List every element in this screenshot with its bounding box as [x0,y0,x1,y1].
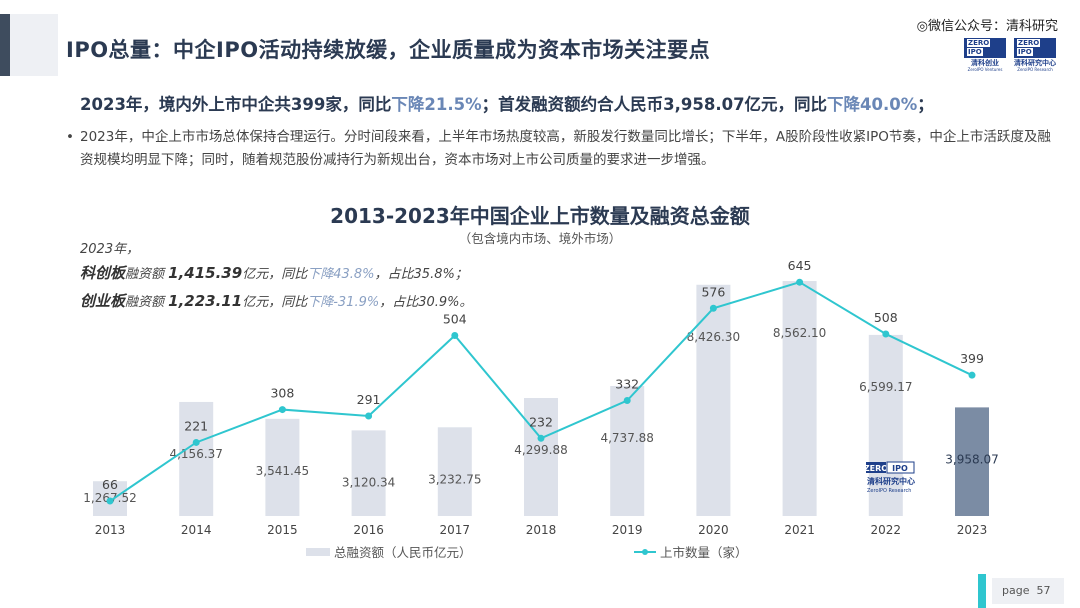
note-year: 2023年， [80,242,140,257]
zeroipo-ventures-logo: ZERO IPO 清科创业 ZeroIPO Ventures [964,38,1006,72]
watermark-ipo-box [886,461,915,474]
bar-value-label: 6,599.17 [859,380,912,394]
note-cyb: 创业板融资额 1,223.11亿元，同比下降-31.9%，占比30.9%。 [80,292,473,310]
line-value-label: 399 [960,351,984,366]
bar [696,284,731,516]
bar-value-label: 8,562.10 [773,326,826,340]
line-point [365,412,373,420]
x-tick-label: 2023 [957,523,988,537]
bullet-paragraph: • 2023年，中企上市市场总体保持合理运行。分时间段来看，上半年市场热度较高，… [66,126,1056,172]
note-kcb: 科创板融资额 1,415.39亿元，同比下降43.8%，占比35.8%； [80,264,468,282]
bar-value-label: 4,737.88 [600,431,653,445]
wechat-account-label: ◎微信公众号：清科研究 [916,19,1058,34]
line-point [968,371,976,379]
title-accent-block [10,14,58,76]
bar-series [93,281,989,516]
chart-subtitle: （包含境内市场、境外市场） [458,231,622,246]
x-tick-label: 2019 [612,523,643,537]
x-axis-ticks: 2013 2014 2015 2016 2017 2018 2019 2020 2021 2022… [95,523,988,537]
x-tick-label: 2017 [440,523,471,537]
bar [782,281,817,516]
line-value-label: 66 [102,477,118,492]
line-value-label: 232 [529,414,553,429]
bullet-text: 2023年，中企上市市场总体保持合理运行。分时间段来看，上半年市场热度较高，新股… [80,129,1051,168]
bar-value-label: 3,958.07 [945,452,998,466]
x-tick-label: 2014 [181,523,212,537]
x-tick-label: 2015 [267,523,298,537]
line-point [192,438,200,446]
title-accent-bar [0,14,10,76]
bar-value-label: 8,426.30 [687,330,740,344]
x-tick-label: 2018 [526,523,557,537]
legend-line-marker [642,549,648,555]
line-value-label: 221 [184,418,208,433]
line-point [278,406,286,414]
line-point [796,278,804,286]
chart-title: 2013-2023年中国企业上市数量及融资总金额 [330,204,750,228]
summary-headline: 2023年，境内外上市中企共399家，同比下降21.5%；首发融资额约合人民币3… [80,95,934,114]
bar [179,401,214,516]
line-point [451,331,459,339]
chart-legend: 总融资额（人民币亿元） 上市数量（家） [306,545,748,560]
line-value-labels: 66 221 308 291 504 232 332 576 645 508 399 [102,258,984,492]
bar-value-labels: 1,267.524,156.373,541.453,120.343,232.75… [83,326,998,505]
page-number: page 57 [992,578,1064,604]
x-tick-label: 2013 [95,523,126,537]
line-point [709,304,717,312]
legend-line-label: 上市数量（家） [660,545,748,560]
bar [955,407,989,516]
zeroipo-research-logo: ZERO IPO 清科研究中心 ZeroIPO Research [1014,38,1056,72]
line-value-label: 508 [874,310,898,325]
x-tick-label: 2016 [353,523,384,537]
bar [351,430,386,516]
watermark-name: 清科研究中心 [867,476,915,486]
legend-bar-swatch [306,548,330,556]
page-title: IPO总量：中企IPO活动持续放缓，企业质量成为资本市场关注要点 [66,38,711,62]
wechat-icon: ◎ [916,19,928,34]
line-point [537,434,545,442]
x-tick-label: 2020 [698,523,729,537]
x-tick-label: 2021 [784,523,815,537]
watermark-ipo: IPO [892,464,908,473]
line-value-label: 291 [357,392,381,407]
watermark-zero: ZERO [864,464,888,473]
watermark-en: ZeroIPO Research [867,488,911,494]
bar-value-label: 3,541.45 [256,464,309,478]
line-value-label: 645 [788,258,812,273]
line-value-label: 308 [270,386,294,401]
x-tick-label: 2022 [871,523,902,537]
line-series [106,278,976,505]
page-tab-accent [978,574,986,608]
watermark-zero-box [866,462,886,473]
bar-value-label: 4,299.88 [514,443,567,457]
legend-bar-label: 总融资额（人民币亿元） [334,545,472,560]
line-point [882,330,890,338]
bar-value-label: 4,156.37 [169,447,222,461]
bar [265,418,300,516]
bar [524,398,558,516]
bar [610,385,645,516]
line-value-label: 332 [615,377,639,392]
bullet-dot: • [66,129,74,145]
line-value-label: 576 [701,284,725,299]
line-point [106,497,114,505]
line-value-label: 504 [443,311,467,326]
watermark-logo: ZERO IPO 清科研究中心 ZeroIPO Research [864,461,915,494]
bar-value-label: 3,120.34 [342,475,395,489]
line-point [623,397,631,405]
bar-value-label: 3,232.75 [428,472,481,486]
brand-logos: ZERO IPO 清科创业 ZeroIPO Ventures ZERO IPO … [964,38,1056,72]
bar [437,427,472,516]
bar [868,334,903,516]
